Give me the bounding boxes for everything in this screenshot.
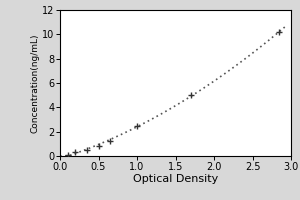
Y-axis label: Concentration(ng/mL): Concentration(ng/mL) [30,33,39,133]
X-axis label: Optical Density: Optical Density [133,174,218,184]
